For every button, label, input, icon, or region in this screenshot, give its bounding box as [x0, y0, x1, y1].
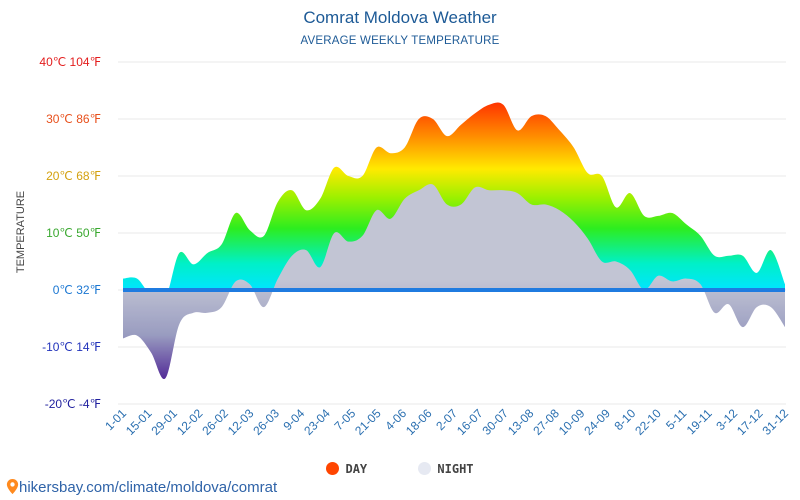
- x-tick-label: 21-05: [352, 406, 384, 438]
- y-tick-label: 30℃ 86℉: [46, 112, 101, 126]
- y-tick-label: 20℃ 68℉: [46, 169, 101, 183]
- temperature-chart: 40℃ 104℉ 30℃ 86℉ 20℃ 68℉ 10℃ 50℉ 0℃ 32℉ -10℃ …: [15, 55, 792, 438]
- x-tick-label: 22-10: [632, 406, 664, 438]
- x-tick-label: 30-07: [479, 406, 511, 438]
- chart-title: Comrat Moldova Weather: [303, 8, 497, 27]
- x-tick-label: 17-12: [734, 406, 766, 438]
- chart-legend: DAY NIGHT: [0, 462, 800, 476]
- x-tick-label: 24-09: [581, 406, 613, 438]
- x-tick-label: 31-12: [760, 406, 792, 438]
- night-swatch-icon: [418, 462, 432, 475]
- source-link[interactable]: hikersbay.com/climate/moldova/comrat: [6, 479, 277, 496]
- x-tick-label: 26-03: [250, 406, 282, 438]
- chart-subtitle: AVERAGE WEEKLY TEMPERATURE: [300, 35, 500, 47]
- x-tick-label: 29-01: [148, 406, 180, 438]
- legend-item-night[interactable]: NIGHT: [418, 462, 474, 476]
- x-tick-label: 26-02: [199, 406, 231, 438]
- x-tick-label: 15-01: [123, 406, 155, 438]
- y-tick-label: 10℃ 50℉: [46, 226, 101, 240]
- y-tick-label: 40℃ 104℉: [39, 55, 101, 69]
- freezing-line: [123, 288, 785, 292]
- legend-item-day[interactable]: DAY: [326, 462, 367, 476]
- day-swatch-icon: [326, 462, 340, 475]
- x-tick-label: 16-07: [454, 406, 486, 438]
- map-pin-icon: [6, 479, 19, 494]
- source-link-text: hikersbay.com/climate/moldova/comrat: [19, 479, 278, 496]
- y-tick-label: 0℃ 32℉: [53, 283, 101, 297]
- night-temperature-area: [123, 183, 785, 380]
- day-temperature-area: [123, 102, 785, 302]
- x-tick-label: 12-02: [174, 406, 206, 438]
- y-tick-label: -10℃ 14℉: [42, 340, 101, 354]
- x-tick-label: 23-04: [301, 406, 333, 438]
- legend-night-label: NIGHT: [437, 462, 474, 476]
- night-over-day-area: [123, 183, 785, 380]
- x-tick-label: 12-03: [225, 406, 257, 438]
- x-tick-label: 27-08: [530, 406, 562, 438]
- x-tick-label: 13-08: [505, 406, 537, 438]
- x-tick-label: 10-09: [556, 406, 588, 438]
- y-axis-label: TEMPERATURE: [15, 191, 27, 273]
- x-tick-label: 18-06: [403, 406, 435, 438]
- y-tick-label: -20℃ -4℉: [45, 397, 101, 411]
- legend-day-label: DAY: [345, 462, 368, 476]
- x-tick-label: 19-11: [684, 406, 715, 437]
